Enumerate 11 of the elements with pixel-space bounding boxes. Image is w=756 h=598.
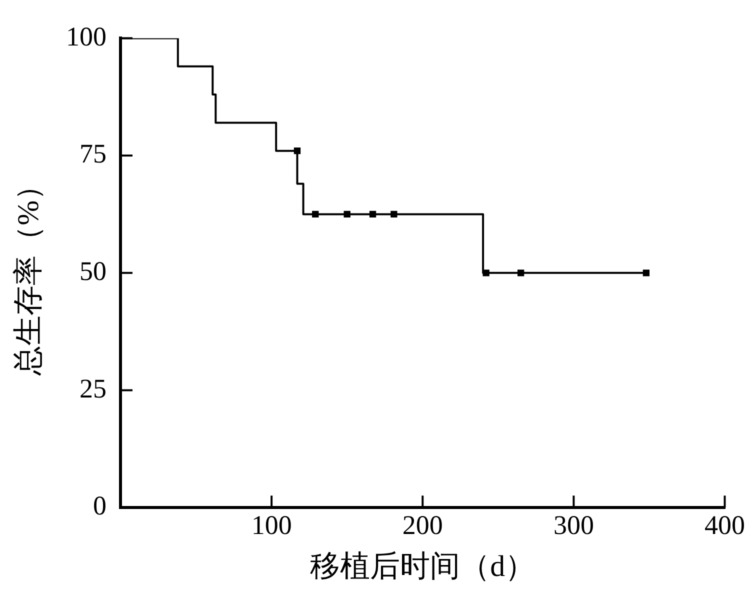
y-tick-label: 75 [80,138,106,169]
y-tick-label: 50 [80,256,106,286]
y-tick-label: 100 [66,21,106,52]
y-tick-label: 0 [93,490,106,521]
x-tick-label: 400 [704,510,745,540]
y-tick-label: 25 [80,373,106,404]
x-tick-label: 200 [402,510,443,540]
x-axis-title: 移植后时间（d） [310,550,536,583]
x-tick-label: 100 [251,510,292,540]
x-tick-label: 300 [553,510,594,540]
y-axis-title: 总生存率（%） [12,170,45,376]
